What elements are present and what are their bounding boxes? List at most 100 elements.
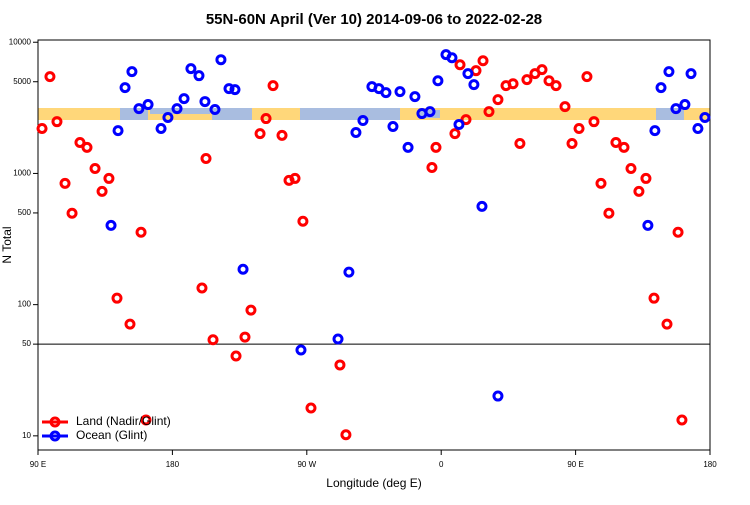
point	[74, 137, 86, 149]
point	[446, 52, 458, 64]
point	[66, 207, 78, 219]
point	[402, 141, 414, 153]
point	[126, 66, 138, 78]
point	[171, 103, 183, 115]
x-tick-label: 180	[166, 460, 180, 469]
y-axis-label: N Total	[0, 226, 14, 263]
point	[454, 59, 466, 71]
point	[432, 75, 444, 87]
point	[81, 141, 93, 153]
point	[649, 125, 661, 137]
point	[340, 429, 352, 441]
legend-marker	[49, 430, 61, 442]
point	[483, 106, 495, 118]
point	[670, 103, 682, 115]
point	[426, 161, 438, 173]
plot-frame	[37, 39, 711, 451]
point	[672, 226, 684, 238]
point	[409, 91, 421, 103]
point	[334, 359, 346, 371]
y-tick-label: 10	[22, 431, 31, 440]
point	[193, 70, 205, 82]
point	[239, 331, 251, 343]
point	[289, 172, 301, 184]
point	[133, 103, 145, 115]
point	[112, 125, 124, 137]
x-tick-label: 0	[439, 460, 444, 469]
point	[276, 129, 288, 141]
point	[685, 68, 697, 80]
point	[642, 219, 654, 231]
point	[200, 152, 212, 164]
point	[51, 116, 63, 128]
point	[573, 123, 585, 135]
point	[476, 200, 488, 212]
point	[245, 304, 257, 316]
point	[223, 83, 235, 95]
point	[254, 128, 266, 140]
point	[453, 119, 465, 131]
point	[581, 71, 593, 83]
x-tick-label: 180	[703, 460, 717, 469]
point	[295, 344, 307, 356]
point	[588, 116, 600, 128]
point	[59, 177, 71, 189]
point	[699, 111, 711, 123]
legend-label: Ocean (Glint)	[76, 428, 147, 442]
point	[648, 292, 660, 304]
y-tick-label: 5000	[13, 77, 31, 86]
point	[196, 282, 208, 294]
point	[449, 128, 461, 140]
map-strip	[38, 108, 710, 120]
point	[111, 292, 123, 304]
point	[550, 80, 562, 92]
legend-label: Land (Nadir/Glint)	[76, 414, 171, 428]
point	[135, 226, 147, 238]
point	[492, 94, 504, 106]
point	[103, 172, 115, 184]
x-tick-label: 90 E	[30, 460, 46, 469]
point	[462, 68, 474, 80]
point	[343, 266, 355, 278]
point	[692, 123, 704, 135]
point	[105, 219, 117, 231]
legend-marker	[49, 416, 61, 428]
point	[380, 87, 392, 99]
point	[387, 120, 399, 132]
y-tick-label: 10000	[9, 37, 32, 46]
point	[566, 138, 578, 150]
point	[661, 318, 673, 330]
point	[492, 390, 504, 402]
point	[559, 101, 571, 113]
point	[640, 172, 652, 184]
point	[44, 71, 56, 83]
chart-title: 55N-60N April (Ver 10) 2014-09-06 to 202…	[206, 11, 542, 28]
point	[610, 137, 622, 149]
point	[96, 185, 108, 197]
point	[507, 78, 519, 90]
point	[430, 141, 442, 153]
point	[633, 185, 645, 197]
point	[297, 215, 309, 227]
point	[215, 54, 227, 66]
point	[89, 163, 101, 175]
point	[142, 99, 154, 111]
x-axis-label: Longitude (deg E)	[326, 476, 421, 490]
point	[162, 111, 174, 123]
point	[663, 66, 675, 78]
x-tick-label: 90 W	[297, 460, 316, 469]
point	[140, 414, 152, 426]
point	[514, 138, 526, 150]
point	[119, 82, 131, 94]
point	[237, 263, 249, 275]
point	[185, 63, 197, 75]
point	[36, 123, 48, 135]
y-tick-label: 1000	[13, 169, 31, 178]
point	[655, 82, 667, 94]
point	[676, 414, 688, 426]
point	[625, 163, 637, 175]
point	[305, 402, 317, 414]
point	[178, 93, 190, 105]
point	[460, 114, 472, 126]
